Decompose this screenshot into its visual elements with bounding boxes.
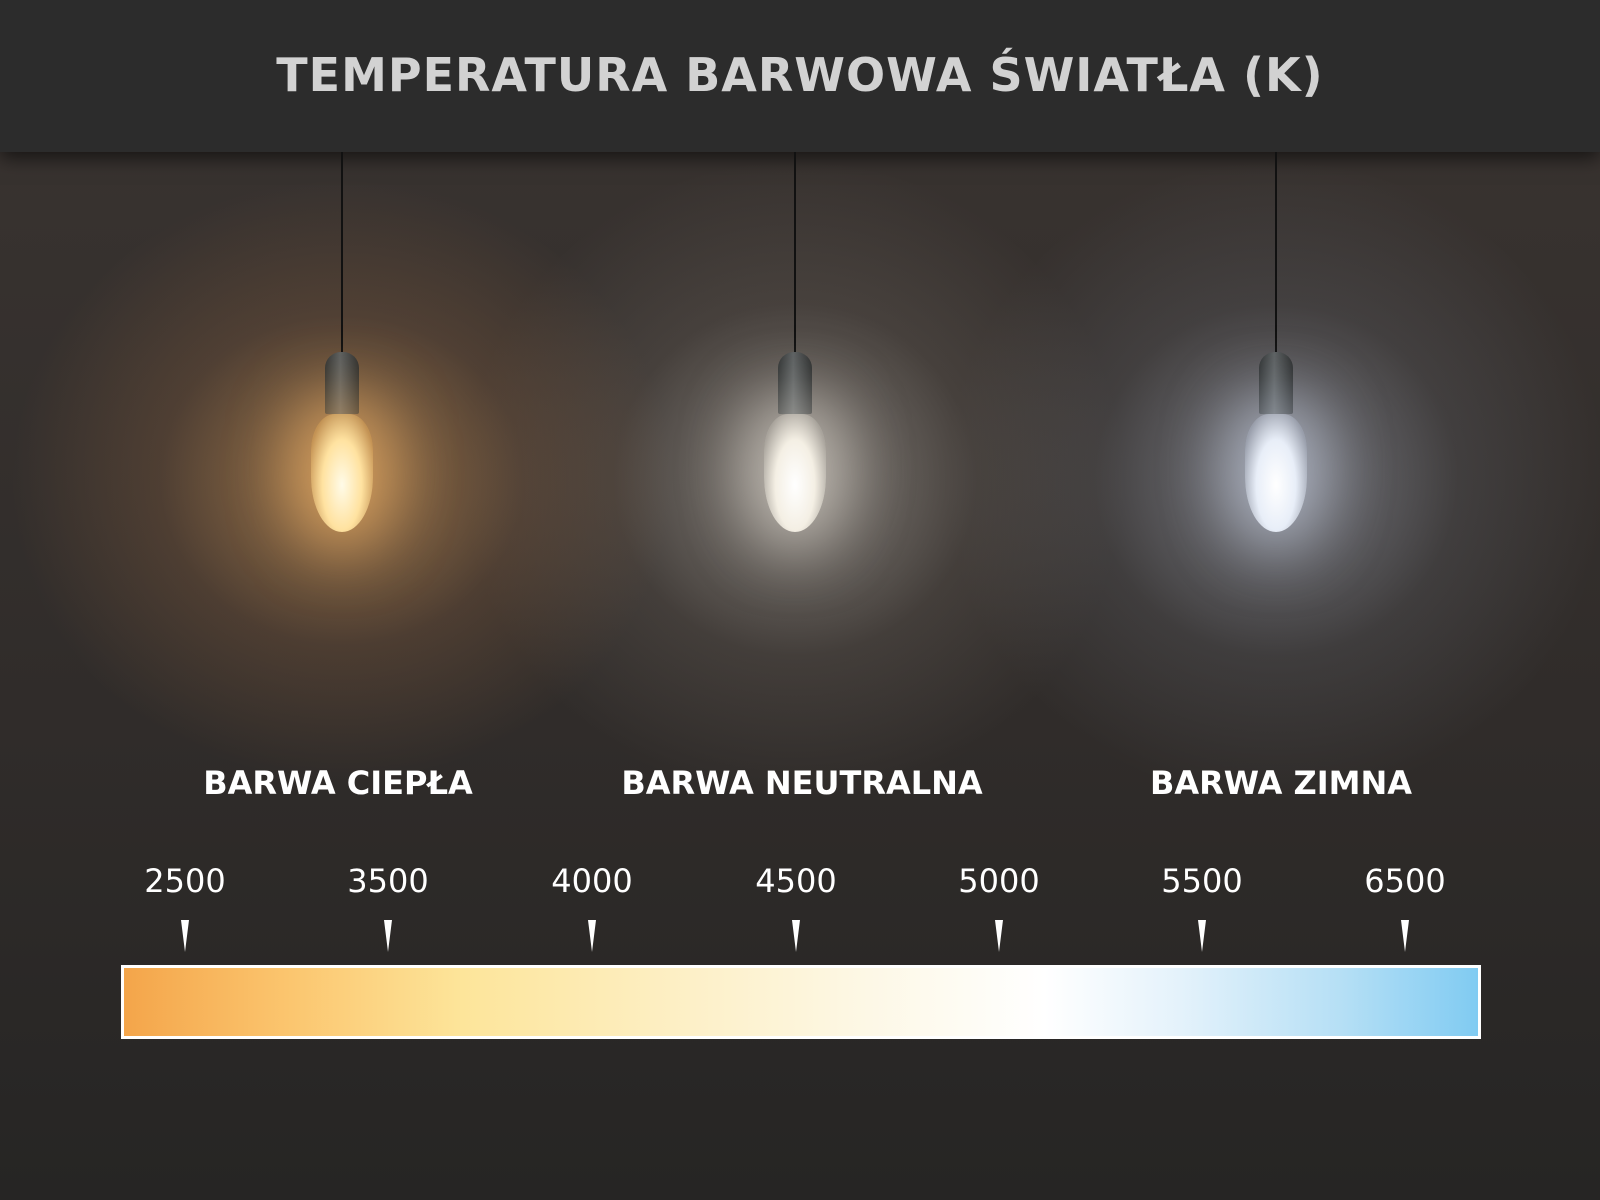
page-title: TEMPERATURA BARWOWA ŚWIATŁA (K) [276,48,1324,102]
tick-marker-icon [588,920,596,952]
header-bar: TEMPERATURA BARWOWA ŚWIATŁA (K) [0,0,1600,152]
tick-label: 4500 [755,862,837,900]
label-warm: BARWA CIEPŁA [203,764,473,802]
tick-label: 6500 [1364,862,1446,900]
socket [1259,352,1293,414]
tick-marker-icon [995,920,1003,952]
cord [794,152,796,357]
neutral-bulb [735,152,855,542]
warm-bulb [282,152,402,542]
bulb-icon [764,414,826,532]
tick-marker-icon [1401,920,1409,952]
tick-label: 4000 [551,862,633,900]
bulb-icon [311,414,373,532]
tick-label: 5000 [958,862,1040,900]
tick-marker-icon [384,920,392,952]
label-neutral: BARWA NEUTRALNA [621,764,983,802]
tick-marker-icon [181,920,189,952]
tick-marker-icon [792,920,800,952]
cool-bulb [1216,152,1336,542]
color-temperature-gradient-bar [121,965,1481,1039]
socket [778,352,812,414]
tick-label: 2500 [144,862,226,900]
cord [1275,152,1277,357]
label-cool: BARWA ZIMNA [1149,764,1413,802]
bulb-icon [1245,414,1307,532]
tick-marker-icon [1198,920,1206,952]
tick-label: 5500 [1161,862,1243,900]
cord [341,152,343,357]
tick-label: 3500 [347,862,429,900]
socket [325,352,359,414]
